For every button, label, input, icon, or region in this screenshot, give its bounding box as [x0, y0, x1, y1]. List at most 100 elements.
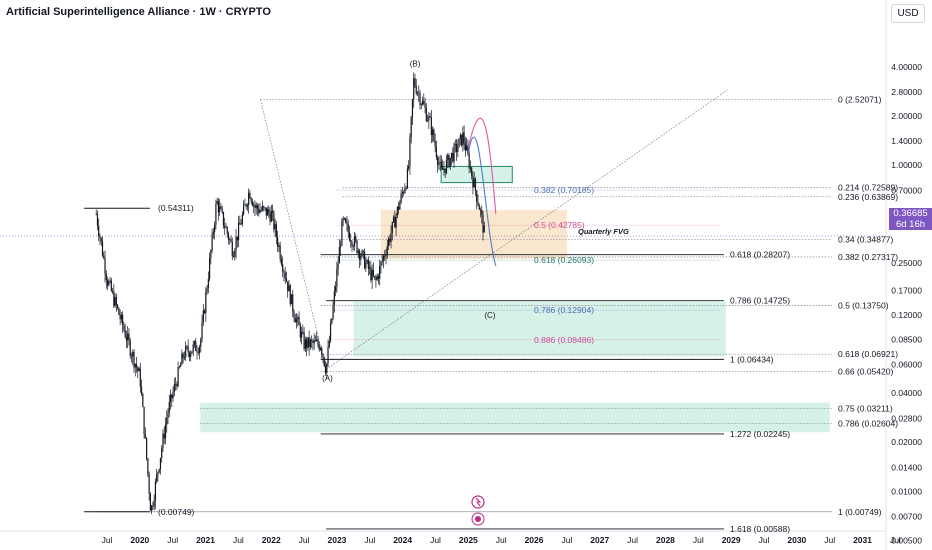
- candle-body: [191, 351, 193, 354]
- candle-body: [361, 250, 363, 257]
- candle-body: [129, 340, 131, 356]
- time-tick-label: 2023: [327, 535, 346, 545]
- retracement-label: 0.786 (0.12904): [534, 305, 594, 315]
- candle-body: [140, 386, 143, 394]
- time-tick-label: Jul: [167, 535, 178, 545]
- candle-body: [248, 192, 250, 206]
- price-tick-label: 0.12000: [891, 310, 922, 320]
- candle-body: [329, 323, 332, 341]
- candle-body: [298, 317, 300, 326]
- extension-level-label: 1 (0.06434): [730, 354, 774, 364]
- candle-body: [370, 267, 372, 281]
- candle-body: [164, 424, 167, 439]
- candle-body: [148, 473, 150, 494]
- candle-body: [399, 202, 401, 210]
- candle-body: [318, 344, 320, 350]
- time-tick-label: 2021: [196, 535, 215, 545]
- time-axis[interactable]: Jul 2020 Jul 2021 Jul 2022 Jul 2023 Jul 2024 Jul 20…: [102, 535, 901, 545]
- candle-body: [173, 384, 175, 392]
- candle-body: [410, 117, 412, 138]
- candle-body: [295, 318, 298, 323]
- candle-body: [235, 236, 237, 251]
- time-tick-label: Jul: [496, 535, 507, 545]
- candle-body: [192, 344, 194, 352]
- candle-body: [117, 304, 119, 308]
- candle-body: [386, 246, 388, 256]
- candle-body: [351, 241, 353, 247]
- candle-body: [127, 333, 129, 341]
- candle-body: [225, 227, 227, 229]
- candle-body: [328, 340, 330, 348]
- candle-body: [294, 318, 296, 323]
- candle-body: [231, 241, 233, 257]
- candle-body: [108, 281, 110, 286]
- candle-body: [161, 448, 163, 458]
- left-level-label: (0.00749): [158, 507, 195, 517]
- time-tick-label: Jul: [759, 535, 770, 545]
- candle-body: [340, 245, 342, 248]
- candle-body: [464, 143, 466, 151]
- candle-body: [110, 280, 112, 291]
- candle-body: [115, 297, 117, 305]
- candle-body: [166, 417, 168, 425]
- candle-body: [425, 108, 427, 122]
- candle-body: [476, 190, 478, 202]
- candle-body: [477, 201, 479, 206]
- candle-body: [106, 280, 109, 286]
- extension-level-label: 1.618 (0.00588): [730, 524, 790, 534]
- candle-body: [438, 162, 440, 165]
- candle-body: [246, 205, 248, 207]
- candle-body: [471, 167, 473, 176]
- candle-body: [269, 213, 271, 222]
- price-axis[interactable]: 4.00000 2.80000 2.00000 1.40000 1.00000 0.700…: [891, 62, 922, 546]
- candle-body: [307, 337, 309, 348]
- candle-body: [181, 353, 183, 365]
- time-tick-label: 2026: [525, 535, 544, 545]
- candle-body: [114, 297, 116, 306]
- price-tick-label: 4.00000: [891, 62, 922, 72]
- candle-body: [180, 364, 182, 367]
- projection-layer: [467, 117, 497, 267]
- time-tick-label: Jul: [233, 535, 244, 545]
- candle-layer: [95, 72, 485, 515]
- fib-level-label: 0.34 (0.34877): [838, 235, 893, 245]
- label-layer: 0 (2.52071) 0.214 (0.72589)0.236 (0.63869…: [158, 59, 898, 533]
- candle-body: [158, 469, 160, 473]
- level-layer: [0, 99, 886, 530]
- zone-box-3: [200, 402, 830, 433]
- candle-body: [232, 256, 235, 257]
- candle-body: [250, 198, 252, 202]
- fib-level-label: 0.66 (0.05420): [838, 367, 893, 377]
- extension-level-label: 0.786 (0.14725): [730, 296, 790, 306]
- fib-level-label: 0 (2.52071): [838, 94, 882, 104]
- candle-body: [418, 92, 420, 94]
- candle-body: [353, 236, 356, 247]
- zone-quarterly-fvg: [380, 209, 568, 260]
- candle-body: [118, 307, 120, 315]
- candle-body: [304, 339, 306, 349]
- candle-body: [101, 241, 104, 256]
- candle-body: [277, 237, 279, 247]
- candle-body: [100, 237, 102, 242]
- candle-body: [147, 458, 149, 474]
- candle-body: [323, 357, 325, 366]
- candle-body: [273, 212, 275, 230]
- time-tick-label: 2025: [459, 535, 478, 545]
- candle-body: [342, 218, 344, 221]
- currency-button[interactable]: USD: [891, 4, 925, 23]
- candle-body: [143, 406, 145, 435]
- candle-body: [216, 201, 218, 205]
- candle-body: [392, 216, 395, 222]
- candle-body: [287, 281, 289, 292]
- price-tick-label: 0.06000: [891, 359, 922, 369]
- candle-body: [405, 187, 407, 189]
- candle-body: [478, 205, 480, 210]
- candle-body: [331, 318, 333, 324]
- candle-body: [408, 166, 410, 169]
- candle-body: [174, 384, 177, 386]
- candle-body: [343, 218, 346, 220]
- candle-body: [415, 86, 417, 94]
- candle-body: [379, 265, 381, 279]
- candle-body: [333, 291, 335, 305]
- candle-body: [193, 341, 196, 345]
